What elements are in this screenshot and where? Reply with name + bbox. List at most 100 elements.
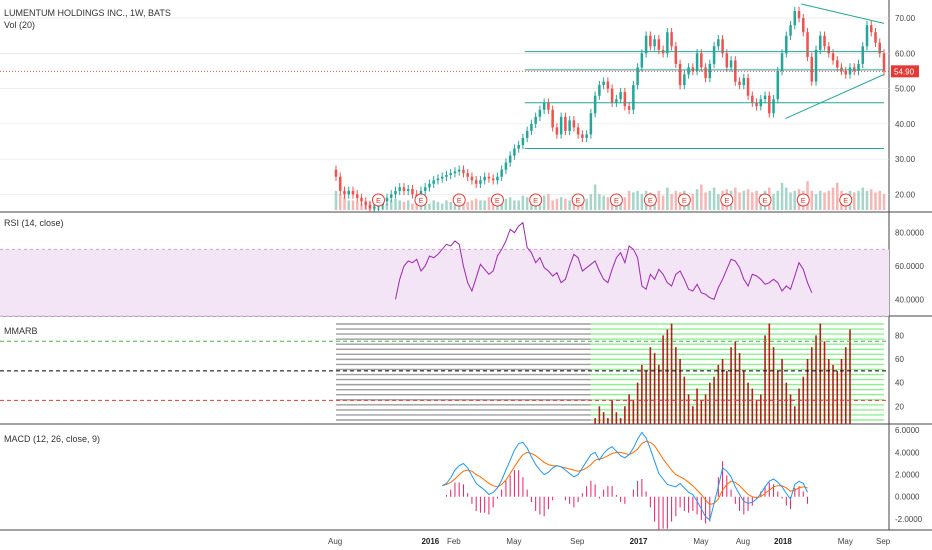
volume-bar bbox=[623, 197, 627, 210]
last-price-tag bbox=[891, 65, 919, 78]
candle-body bbox=[683, 74, 686, 86]
volume-bar bbox=[551, 200, 554, 210]
volume-bar bbox=[360, 203, 363, 210]
candle-body bbox=[364, 201, 368, 205]
candle-body bbox=[487, 176, 491, 179]
mmarb-red-bar bbox=[594, 418, 596, 424]
candle-body bbox=[513, 148, 516, 156]
mmarb-red-bar bbox=[772, 347, 775, 424]
rsi-line bbox=[395, 221, 813, 300]
candle-body bbox=[797, 11, 801, 19]
volume-bar bbox=[704, 192, 707, 210]
candle-body bbox=[449, 173, 452, 175]
candle-body bbox=[542, 102, 546, 110]
mmarb-red-bar bbox=[836, 370, 839, 424]
mmarb-red-bar bbox=[687, 394, 690, 424]
volume-bar bbox=[355, 202, 359, 210]
candle-body bbox=[776, 70, 780, 100]
candle-body bbox=[428, 183, 431, 188]
candle-body bbox=[874, 32, 877, 43]
volume-bar bbox=[406, 200, 410, 210]
earnings-marker-label: E bbox=[376, 196, 381, 205]
candle-body bbox=[610, 88, 614, 103]
volume-bar bbox=[530, 200, 533, 210]
mmarb-red-bar bbox=[789, 394, 792, 424]
candle-body bbox=[623, 92, 627, 107]
earnings-marker bbox=[529, 193, 543, 207]
candle-body bbox=[508, 155, 512, 163]
volume-bar bbox=[882, 194, 886, 210]
candle-body bbox=[453, 171, 457, 174]
mmarb-tick-label: 40 bbox=[895, 379, 904, 388]
mmarb-red-bar bbox=[734, 341, 737, 424]
candle-body bbox=[687, 67, 690, 75]
volume-bar bbox=[483, 200, 486, 210]
candle-body bbox=[517, 145, 520, 149]
volume-bar bbox=[449, 202, 452, 210]
earnings-marker bbox=[758, 193, 772, 207]
x-tick-label: 2018 bbox=[774, 537, 792, 546]
candle-body bbox=[725, 53, 729, 68]
volume-bar bbox=[785, 187, 788, 210]
volume-bar bbox=[343, 197, 346, 210]
volume-bar bbox=[398, 200, 401, 210]
mmarb-red-bar bbox=[844, 347, 847, 424]
candle-body bbox=[555, 127, 559, 135]
candle-body bbox=[670, 32, 673, 47]
rsi-label: RSI (14, close) bbox=[4, 218, 64, 228]
mmarb-red-bar bbox=[764, 335, 766, 424]
volume-bar bbox=[491, 200, 495, 210]
candle-body bbox=[500, 169, 503, 177]
earnings-marker-label: E bbox=[495, 196, 500, 205]
volume-bar bbox=[708, 190, 712, 210]
volume-bar bbox=[589, 194, 593, 210]
price-tick-label: 20.00 bbox=[895, 190, 916, 199]
symbol-title: LUMENTUM HOLDINGS INC., 1W, BATS bbox=[4, 8, 171, 18]
candle-body bbox=[678, 63, 682, 86]
volume-bar bbox=[423, 200, 427, 210]
candle-body bbox=[827, 46, 831, 54]
volume-bar bbox=[666, 187, 669, 210]
earnings-marker-label: E bbox=[682, 196, 687, 205]
candle-body bbox=[848, 67, 852, 75]
mmarb-red-bar bbox=[755, 400, 758, 424]
volume-bar bbox=[700, 184, 703, 210]
earnings-marker bbox=[371, 193, 385, 207]
candle-body bbox=[593, 95, 597, 114]
mmarb-red-bar bbox=[692, 406, 694, 424]
candle-body bbox=[772, 99, 775, 114]
volume-bar bbox=[831, 187, 835, 210]
candle-body bbox=[538, 109, 542, 117]
macd-tick-label: 6.0000 bbox=[895, 426, 920, 435]
candle-body bbox=[530, 123, 533, 131]
x-tick-label: 2017 bbox=[630, 537, 648, 546]
volume-bar bbox=[674, 190, 678, 210]
candle-body bbox=[385, 197, 389, 202]
volume-bar bbox=[525, 197, 529, 210]
mmarb-red-bar bbox=[717, 364, 720, 424]
earnings-marker bbox=[839, 193, 853, 207]
mmarb-label: MMARB bbox=[4, 326, 38, 336]
rsi-tick-label: 60.0000 bbox=[895, 262, 924, 271]
candle-body bbox=[806, 32, 809, 57]
candle-body bbox=[780, 53, 784, 71]
candle-body bbox=[819, 35, 822, 50]
earnings-marker bbox=[677, 193, 691, 207]
earnings-marker bbox=[452, 193, 466, 207]
x-tick-label: May bbox=[693, 537, 708, 546]
earnings-marker-label: E bbox=[418, 196, 423, 205]
price-tick-label: 40.00 bbox=[895, 120, 916, 129]
volume-bar bbox=[819, 190, 822, 210]
candle-body bbox=[457, 169, 461, 172]
mmarb-red-bar bbox=[658, 364, 660, 424]
volume-bar bbox=[517, 200, 520, 210]
volume-bar bbox=[428, 203, 431, 210]
volume-bar bbox=[869, 189, 873, 210]
volume-bar bbox=[453, 203, 457, 210]
mmarb-red-bar bbox=[840, 359, 843, 424]
volume-bar bbox=[593, 184, 597, 210]
candle-body bbox=[691, 67, 695, 71]
mmarb-tick-label: 80 bbox=[895, 331, 904, 340]
mmarb-red-bar bbox=[810, 347, 813, 424]
macd-tick-label: -2.0000 bbox=[895, 515, 923, 524]
